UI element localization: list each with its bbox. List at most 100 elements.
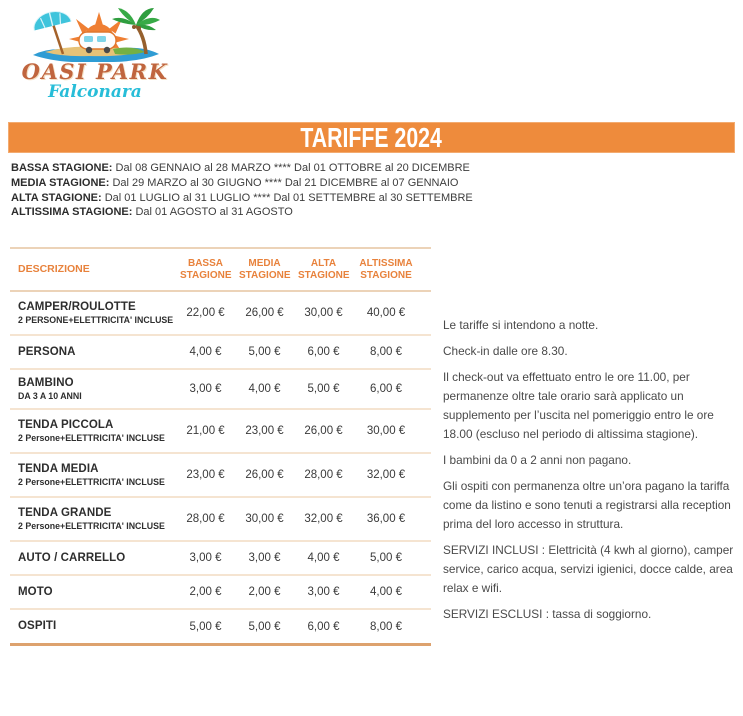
camper-icon	[78, 31, 117, 54]
season-label: ALTA STAGIONE:	[11, 191, 102, 204]
row-description: PERSONA	[10, 346, 176, 359]
row-description: MOTO	[10, 586, 176, 599]
row-subtitle: DA 3 A 10 ANNI	[18, 391, 82, 401]
note-servizi-inclusi: SERVIZI INCLUSI : Elettricità (4 kwh al …	[443, 543, 734, 595]
price-media: 23,00 €	[245, 425, 284, 437]
price-altissima: 32,00 €	[366, 469, 406, 481]
price-altissima: 40,00 €	[366, 307, 406, 319]
price-media: 26,00 €	[245, 307, 284, 319]
price-altissima: 8,00 €	[370, 346, 402, 358]
season-dates: Dal 08 GENNAIO al 28 MARZO **** Dal 01 O…	[112, 162, 470, 174]
price-bassa: 3,00 €	[189, 383, 222, 395]
table-row-ospiti: OSPITI 5,00 € 5,00 € 6,00 € 8,00 €	[10, 610, 431, 646]
price-media: 2,00 €	[248, 586, 281, 598]
row-name: TENDA PICCOLA	[18, 419, 114, 431]
price-bassa: 28,00 €	[186, 513, 225, 525]
price-alta: 26,00 €	[304, 425, 343, 437]
logo-image	[33, 8, 160, 62]
price-altissima: 8,00 €	[370, 620, 402, 633]
table-row-persona: PERSONA 4,00 € 5,00 € 6,00 € 8,00 €	[10, 336, 431, 370]
season-legend: BASSA STAGIONE: Dal 08 GENNAIO al 28 MAR…	[11, 161, 473, 220]
note-servizi-esclusi: SERVIZI ESCLUSI : tassa di soggiorno.	[443, 607, 652, 621]
price-bassa: 4,00 €	[189, 346, 222, 358]
price-media: 26,00 €	[245, 469, 284, 481]
column-header-altissima: ALTISSIMA STAGIONE	[359, 258, 413, 281]
column-header-bassa: BASSA STAGIONE	[180, 258, 232, 281]
island-icon	[33, 46, 159, 62]
table-row-tenda-piccola: TENDA PICCOLA 2 Persone+ELETTRICITA' INC…	[10, 410, 431, 454]
notes-panel: Le tariffe si intendono a notte. Check-i…	[443, 316, 741, 631]
price-alta: 32,00 €	[304, 513, 343, 525]
price-altissima: 36,00 €	[366, 513, 406, 525]
price-alta: 3,00 €	[307, 586, 340, 598]
note-check-in: Check-in dalle ore 8.30.	[443, 344, 568, 358]
note-tariffe-notte: Le tariffe si intendono a notte.	[443, 318, 599, 332]
logo-subtitle: Falconara	[48, 82, 142, 102]
row-name: BAMBINO	[18, 377, 74, 389]
table-row-tenda-grande: TENDA GRANDE 2 Persone+ELETTRICITA' INCL…	[10, 498, 431, 542]
column-header-descrizione: DESCRIZIONE	[18, 262, 90, 275]
price-altissima: 4,00 €	[370, 586, 402, 598]
season-line-altissima: ALTISSIMA STAGIONE: Dal 01 AGOSTO al 31 …	[11, 205, 473, 220]
row-description: TENDA GRANDE 2 Persone+ELETTRICITA' INCL…	[10, 507, 176, 531]
price-bassa: 5,00 €	[189, 620, 222, 633]
table-row-auto-carrello: AUTO / CARRELLO 3,00 € 3,00 € 4,00 € 5,0…	[10, 542, 431, 576]
table-header-row: DESCRIZIONE BASSA STAGIONE MEDIA STAGION…	[10, 247, 431, 292]
row-name: TENDA GRANDE	[18, 507, 112, 519]
season-label: ALTISSIMA STAGIONE:	[11, 206, 133, 219]
table-row-moto: MOTO 2,00 € 2,00 € 3,00 € 4,00 €	[10, 576, 431, 610]
price-bassa: 3,00 €	[189, 552, 222, 564]
season-line-bassa: BASSA STAGIONE: Dal 08 GENNAIO al 28 MAR…	[11, 161, 473, 176]
row-description: BAMBINO DA 3 A 10 ANNI	[10, 377, 176, 401]
row-subtitle: 2 Persone+ELETTRICITA' INCLUSE	[18, 433, 165, 443]
price-alta: 6,00 €	[307, 620, 340, 633]
price-media: 4,00 €	[248, 383, 281, 395]
logo-title: OASI PARK	[21, 59, 169, 84]
row-name: OSPITI	[18, 620, 57, 632]
season-dates: Dal 01 AGOSTO al 31 AGOSTO	[132, 206, 293, 219]
row-subtitle: 2 PERSONE+ELETTRICITA' INCLUSE	[18, 315, 174, 325]
price-bassa: 22,00 €	[186, 307, 225, 319]
table-row-camper-roulotte: CAMPER/ROULOTTE 2 PERSONE+ELETTRICITA' I…	[10, 292, 431, 336]
price-altissima: 5,00 €	[370, 552, 402, 564]
season-line-media: MEDIA STAGIONE: Dal 29 MARZO al 30 GIUGN…	[11, 176, 473, 191]
column-header-alta: ALTA STAGIONE	[298, 258, 350, 281]
page-title: TARIFFE 2024	[300, 121, 443, 153]
note-check-out: Il check-out va effettuato entro le ore …	[443, 370, 714, 441]
price-media: 3,00 €	[248, 552, 281, 564]
season-dates: Dal 01 LUGLIO al 31 LUGLIO **** Dal 01 S…	[101, 191, 473, 204]
price-alta: 28,00 €	[304, 469, 343, 481]
palm-tree-icon	[112, 8, 160, 55]
row-description: CAMPER/ROULOTTE 2 PERSONE+ELETTRICITA' I…	[10, 301, 176, 325]
row-description: TENDA PICCOLA 2 Persone+ELETTRICITA' INC…	[10, 419, 176, 443]
price-altissima: 30,00 €	[366, 425, 406, 437]
season-line-alta: ALTA STAGIONE: Dal 01 LUGLIO al 31 LUGLI…	[11, 191, 473, 206]
logo: OASI PARK Falconara	[14, 6, 176, 101]
umbrella-icon	[33, 11, 72, 55]
price-bassa: 21,00 €	[186, 425, 225, 437]
note-ospiti: Gli ospiti con permanenza oltre un’ora p…	[443, 479, 731, 531]
price-media: 5,00 €	[248, 620, 281, 633]
price-alta: 30,00 €	[304, 307, 343, 319]
table-row-bambino: BAMBINO DA 3 A 10 ANNI 3,00 € 4,00 € 5,0…	[10, 370, 431, 410]
row-name: PERSONA	[18, 345, 76, 358]
table-row-tenda-media: TENDA MEDIA 2 Persone+ELETTRICITA' INCLU…	[10, 454, 431, 498]
column-header-media: MEDIA STAGIONE	[239, 258, 291, 281]
row-name: TENDA MEDIA	[18, 463, 99, 475]
row-name: AUTO / CARRELLO	[18, 551, 126, 564]
title-banner: TARIFFE 2024	[8, 122, 735, 153]
price-media: 30,00 €	[245, 513, 284, 525]
note-bambini: I bambini da 0 a 2 anni non pagano.	[443, 453, 632, 467]
row-name: MOTO	[18, 585, 53, 598]
price-media: 5,00 €	[248, 346, 281, 358]
season-label: MEDIA STAGIONE:	[11, 176, 110, 189]
price-bassa: 2,00 €	[189, 586, 222, 598]
row-subtitle: 2 Persone+ELETTRICITA' INCLUSE	[18, 521, 165, 531]
season-label: BASSA STAGIONE:	[11, 162, 113, 174]
season-dates: Dal 29 MARZO al 30 GIUGNO **** Dal 21 DI…	[109, 176, 459, 189]
price-alta: 6,00 €	[307, 346, 340, 358]
row-description: OSPITI	[10, 620, 176, 633]
price-alta: 4,00 €	[307, 552, 340, 564]
row-name: CAMPER/ROULOTTE	[18, 301, 136, 313]
price-alta: 5,00 €	[307, 383, 340, 395]
